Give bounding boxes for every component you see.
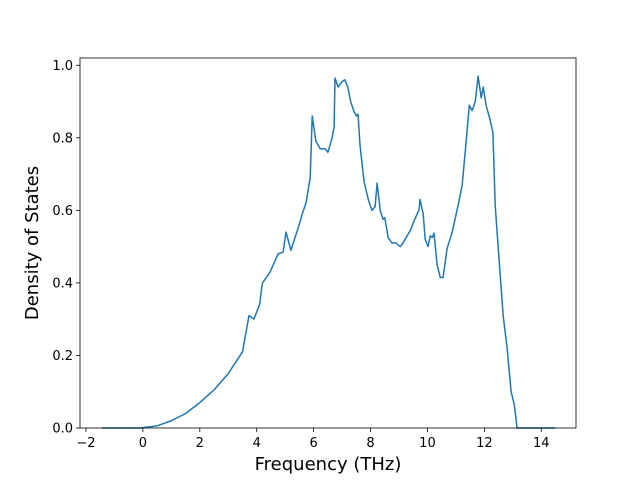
x-axis-label: Frequency (THz) bbox=[255, 454, 402, 475]
y-tick-label: 0.0 bbox=[52, 422, 73, 437]
y-axis-label: Density of States bbox=[22, 166, 43, 320]
x-tick-label: 0 bbox=[139, 436, 147, 451]
y-tick-label: 0.4 bbox=[52, 276, 73, 291]
y-tick-label: 0.6 bbox=[52, 204, 73, 219]
x-tick-label: 8 bbox=[366, 436, 374, 451]
x-tick-label: 6 bbox=[309, 436, 317, 451]
y-tick-label: 0.2 bbox=[52, 349, 73, 364]
x-tick-label: −2 bbox=[76, 436, 95, 451]
y-tick-label: 0.8 bbox=[52, 131, 73, 146]
x-tick-label: 10 bbox=[419, 436, 436, 451]
x-tick-label: 2 bbox=[196, 436, 204, 451]
x-tick-label: 4 bbox=[253, 436, 261, 451]
y-tick-label: 1.0 bbox=[52, 59, 73, 74]
x-tick-label: 14 bbox=[533, 436, 550, 451]
x-tick-label: 12 bbox=[476, 436, 493, 451]
data-line bbox=[101, 75, 556, 429]
plot-frame bbox=[79, 57, 577, 429]
